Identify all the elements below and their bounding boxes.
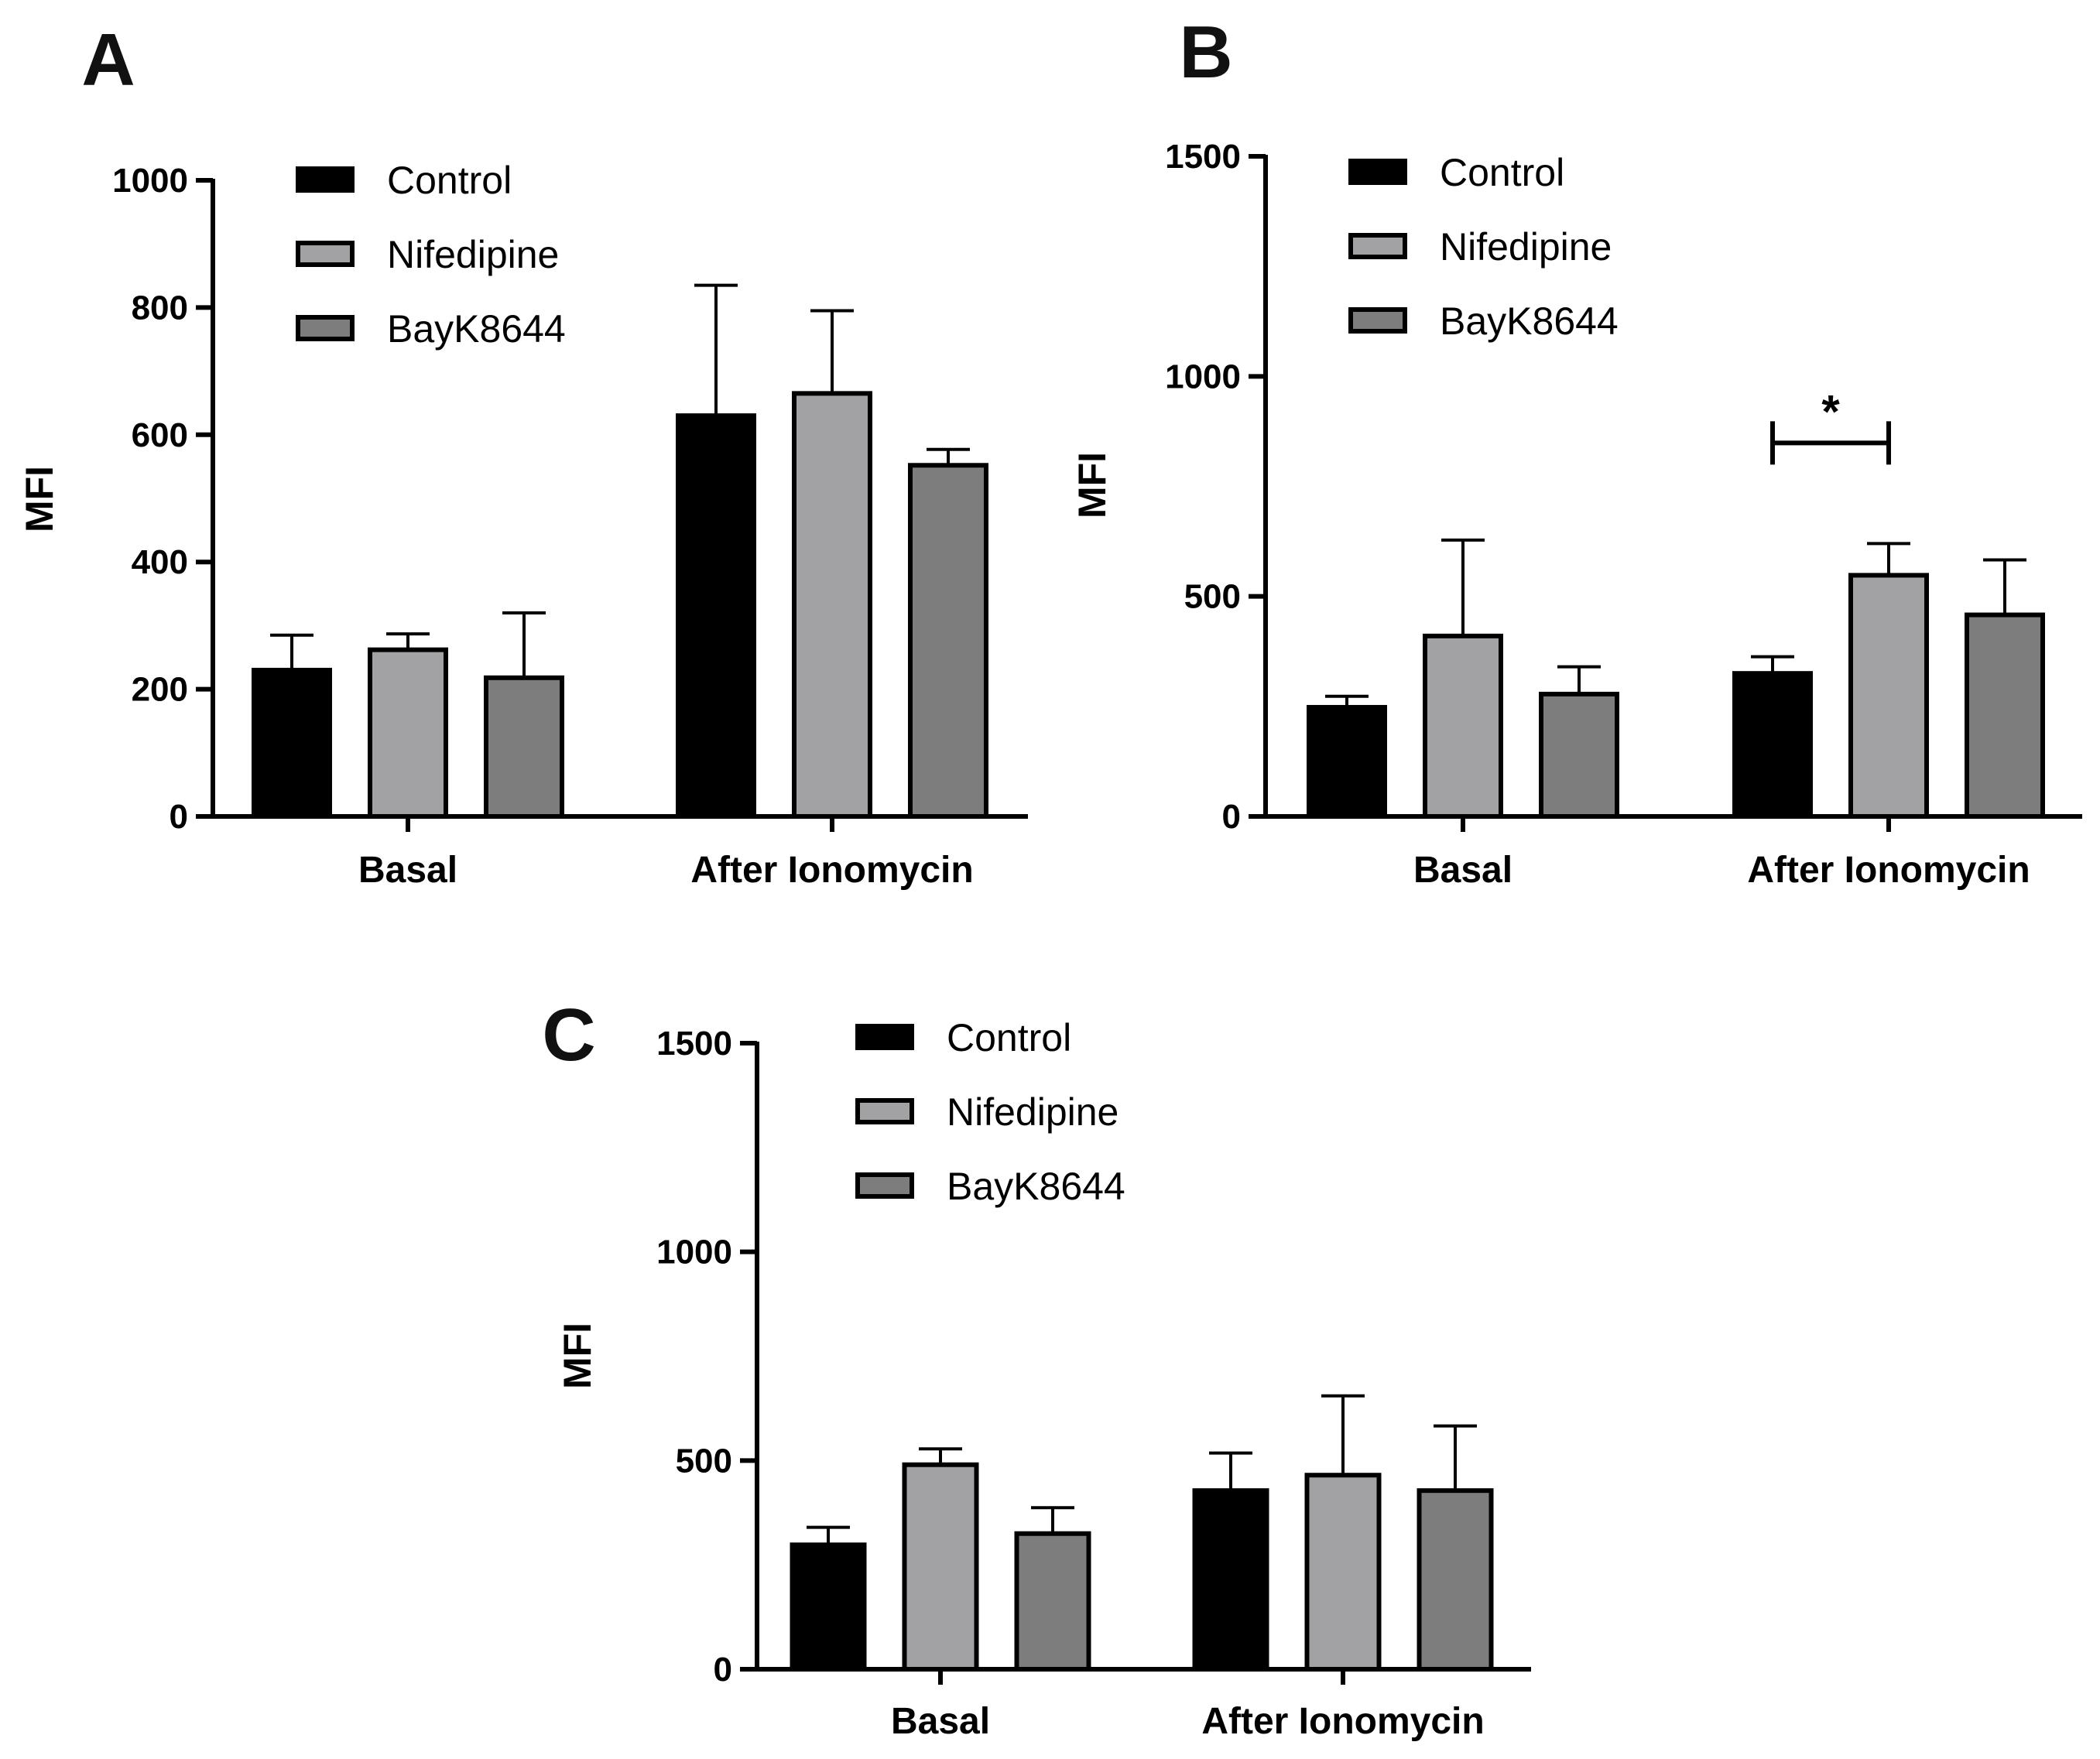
bar-bayk8644: [1965, 612, 2045, 819]
bar-nifedipine: [902, 1462, 979, 1672]
chart-panel-a: A 0 200 400 600 800 1000 Basal After Ionomycin MF…: [18, 19, 1028, 891]
legend-label: Control: [947, 1016, 1071, 1059]
x-category-label: After Ionomycin: [1747, 850, 2030, 891]
y-axis-title: MFI: [556, 1323, 599, 1389]
legend-label: Nifedipine: [1440, 225, 1612, 269]
legend-swatch-nifedipine: [1348, 233, 1407, 259]
y-tick-label: 200: [132, 671, 188, 709]
y-tick-label: 500: [1184, 578, 1241, 616]
y-tick-label: 1000: [656, 1234, 732, 1271]
chart-panel-c: C 0 500 1000 1500 Basal After Ionomycin MFI Cont…: [542, 994, 1531, 1742]
chart-panel-b: B 0 500 1000 1500 Basal After Ionomycin MFI Cont…: [1071, 11, 2082, 891]
x-category-label: Basal: [891, 1701, 990, 1742]
y-tick-label: 600: [132, 416, 188, 454]
y-tick-label: 400: [132, 543, 188, 581]
bar-bayk8644: [908, 463, 988, 819]
y-tick-label: 1500: [1165, 138, 1241, 176]
legend-label: BayK8644: [947, 1165, 1125, 1208]
bar-control: [790, 1542, 867, 1672]
legend-label: Control: [1440, 151, 1564, 194]
bar-nifedipine: [368, 647, 448, 819]
legend-label: BayK8644: [1440, 299, 1619, 343]
legend-swatch-bayk8644: [855, 1172, 914, 1199]
y-tick-label: 1000: [1165, 358, 1241, 395]
bar-bayk8644: [1417, 1488, 1494, 1672]
bar-bayk8644: [1539, 691, 1619, 819]
bar-nifedipine: [1848, 573, 1929, 819]
bar-control: [1732, 671, 1813, 820]
y-tick-label: 0: [1222, 798, 1241, 836]
y-tick-label: 0: [714, 1651, 732, 1689]
bar-nifedipine: [792, 391, 872, 819]
legend-swatch-nifedipine: [855, 1098, 914, 1124]
x-category-label: After Ionomycin: [690, 850, 973, 891]
bar-nifedipine: [1423, 633, 1503, 820]
legend-label: Control: [387, 159, 512, 202]
panel-letter: C: [542, 994, 595, 1076]
bar-control: [252, 667, 332, 819]
x-category-label: After Ionomycin: [1201, 1701, 1484, 1742]
y-axis-title: MFI: [1071, 452, 1114, 518]
x-category-label: Basal: [358, 850, 457, 891]
legend-label: BayK8644: [387, 307, 566, 351]
y-tick-label: 500: [676, 1442, 732, 1480]
panel-letter: B: [1179, 11, 1232, 94]
panel-letter: A: [81, 19, 135, 101]
y-tick-label: 800: [132, 289, 188, 327]
y-axis-title: MFI: [18, 466, 61, 532]
x-category-label: Basal: [1413, 850, 1512, 891]
bar-control: [1192, 1488, 1269, 1672]
significance-label: *: [1821, 385, 1840, 437]
y-tick-label: 0: [170, 798, 188, 836]
legend-label: Nifedipine: [947, 1090, 1119, 1134]
legend-swatch-nifedipine: [296, 241, 355, 267]
bar-nifedipine: [1304, 1473, 1382, 1672]
bar-control: [676, 413, 756, 819]
legend-swatch-control: [296, 166, 355, 193]
bar-bayk8644: [1014, 1531, 1091, 1672]
legend-swatch-bayk8644: [1348, 307, 1407, 334]
bar-bayk8644: [484, 675, 564, 820]
y-tick-label: 1000: [112, 162, 188, 200]
legend-swatch-bayk8644: [296, 315, 355, 341]
legend-label: Nifedipine: [387, 233, 559, 276]
y-tick-label: 1500: [656, 1025, 732, 1063]
bar-control: [1307, 704, 1387, 819]
legend-swatch-control: [1348, 159, 1407, 185]
legend-swatch-control: [855, 1024, 914, 1050]
